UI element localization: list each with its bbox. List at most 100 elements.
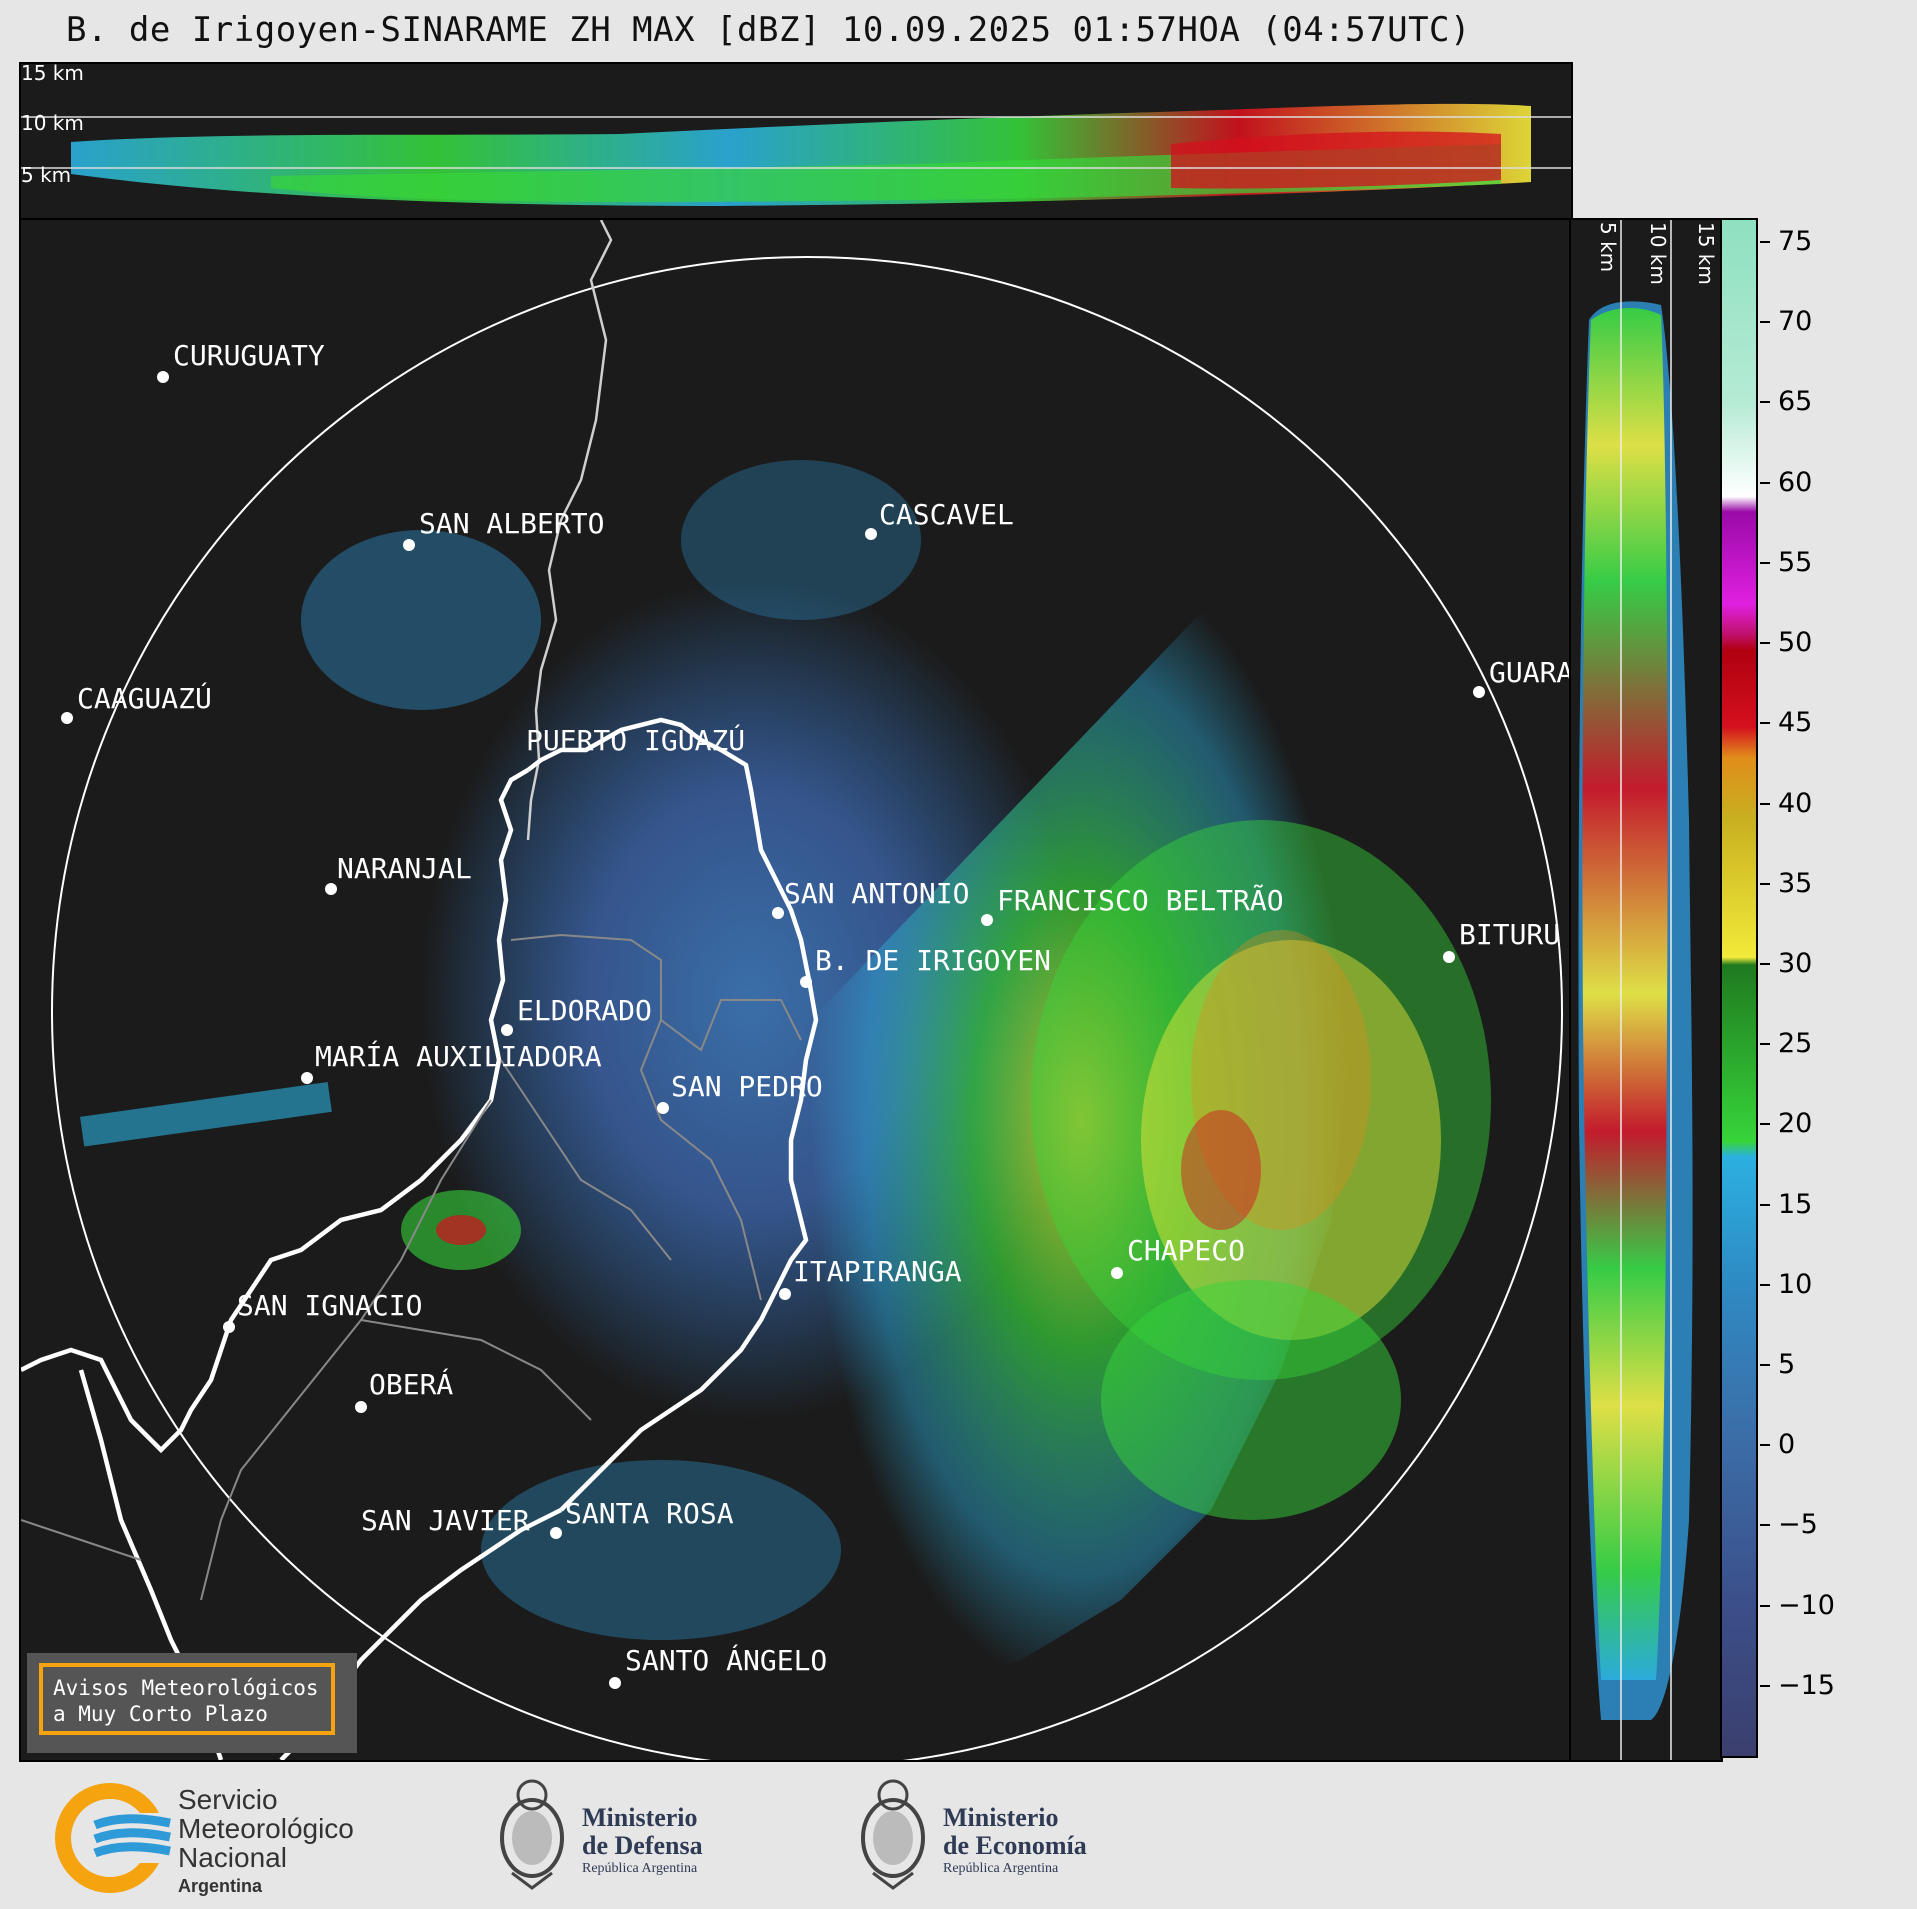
west-echo-streak — [80, 1082, 332, 1147]
colorbar-tick — [1760, 481, 1770, 484]
city-label-b-de-irigoyen: B. DE IRIGOYEN — [815, 944, 1051, 977]
colorbar-tick — [1760, 241, 1770, 244]
side-cross-section: 5 km 10 km 15 km — [1569, 218, 1723, 1762]
colorbar-tick — [1760, 722, 1770, 725]
colorbar-tick-label: 75 — [1778, 226, 1813, 258]
colorbar-tick — [1760, 802, 1770, 805]
colorbar-tick — [1760, 1123, 1770, 1126]
side-height-label-15: 15 km — [1694, 222, 1718, 285]
city-label-naranjal: NARANJAL — [337, 852, 472, 885]
colorbar-tick — [1760, 1684, 1770, 1687]
colorbar-tick — [1760, 1524, 1770, 1527]
city-label-itapiranga: ITAPIRANGA — [793, 1255, 962, 1288]
city-label-chapeco: CHAPECO — [1127, 1234, 1245, 1267]
defensa-line-3: República Argentina — [582, 1861, 698, 1876]
city-markers — [61, 371, 1485, 1689]
top-cross-section-plot: 15 km 10 km 5 km — [21, 64, 1571, 206]
colorbar-tick-label: 35 — [1778, 867, 1813, 899]
colorbar-tick — [1760, 1043, 1770, 1046]
colorbar-tick-label: 25 — [1778, 1028, 1813, 1060]
city-label-maria-auxiliadora: MARÍA AUXILIADORA — [315, 1039, 602, 1073]
height-label-15: 15 km — [21, 64, 84, 85]
south-echo — [481, 1460, 841, 1640]
colorbar-tick-label: 65 — [1778, 386, 1813, 418]
notice-line-2: a Muy Corto Plazo — [53, 1702, 268, 1726]
northwest-echo — [301, 530, 541, 710]
colorbar-tick — [1760, 1203, 1770, 1206]
city-label-bituru: BITURU — [1459, 918, 1560, 951]
west-echo-core — [436, 1215, 486, 1245]
smn-logo-icon — [55, 1783, 175, 1893]
colorbar-tick-label: 15 — [1778, 1188, 1813, 1220]
colorbar-tick-label: 20 — [1778, 1108, 1813, 1140]
colorbar — [1720, 218, 1758, 1758]
smn-line-1: Servicio — [178, 1784, 278, 1815]
city-label-puerto-iguazu: PUERTO IGUAZÚ — [526, 723, 745, 757]
colorbar-tick-label: 0 — [1778, 1429, 1796, 1461]
smn-line-3: Nacional — [178, 1842, 287, 1873]
side-echo-core — [1582, 308, 1668, 1680]
east-echo-yellow — [1141, 940, 1441, 1340]
height-label-10: 10 km — [21, 111, 84, 135]
range-ring — [51, 256, 1563, 1760]
east-echo-orange — [1191, 930, 1371, 1230]
side-height-label-10: 10 km — [1646, 222, 1670, 285]
notice-line-1: Avisos Meteorológicos — [53, 1676, 319, 1700]
colorbar-tick-label: 55 — [1778, 546, 1813, 578]
city-label-san-pedro: SAN PEDRO — [671, 1070, 823, 1103]
top-cross-section: 15 km 10 km 5 km — [19, 62, 1573, 220]
radar-map-plot: CURUGUATY SAN ALBERTO CASCAVEL CAAGUAZÚ … — [21, 220, 1571, 1760]
city-label-obera: OBERÁ — [369, 1367, 453, 1401]
defensa-seal-icon — [500, 1779, 564, 1890]
colorbar-tick — [1760, 321, 1770, 324]
defensa-line-1: Ministerio — [582, 1803, 698, 1832]
north-echo — [681, 460, 921, 620]
colorbar-tick — [1760, 642, 1770, 645]
colorbar-tick-label: 45 — [1778, 707, 1813, 739]
city-label-santa-rosa: SANTA ROSA — [565, 1497, 734, 1530]
colorbar-tick — [1760, 1604, 1770, 1607]
east-echo-green — [1031, 820, 1491, 1380]
colorbar-tick-label: 50 — [1778, 627, 1813, 659]
east-echo-red — [1181, 1110, 1261, 1230]
colorbar-tick — [1760, 1363, 1770, 1366]
colorbar-tick-label: 30 — [1778, 947, 1813, 979]
economia-seal-icon — [861, 1779, 925, 1890]
city-label-cascavel: CASCAVEL — [879, 498, 1014, 531]
economia-line-2: de Economía — [943, 1831, 1087, 1860]
city-label-francisco-beltrao: FRANCISCO BELTRÃO — [997, 884, 1284, 917]
colorbar-tick-label: 60 — [1778, 466, 1813, 498]
height-label-5: 5 km — [21, 163, 71, 187]
side-cross-section-plot: 5 km 10 km 15 km — [1578, 220, 1718, 1760]
city-label-san-antonio: SAN ANTONIO — [784, 877, 969, 910]
top-echo-red — [1171, 131, 1501, 189]
colorbar-tick-label: 10 — [1778, 1268, 1813, 1300]
smn-logo-text: Servicio Meteorológico Nacional Argentin… — [178, 1785, 354, 1901]
city-label-san-alberto: SAN ALBERTO — [419, 507, 604, 540]
colorbar-tick — [1760, 882, 1770, 885]
city-label-guara: GUARA — [1489, 656, 1571, 689]
defensa-line-2: de Defensa — [582, 1831, 703, 1860]
map-title: B. de Irigoyen-SINARAME ZH MAX [dBZ] 10.… — [66, 10, 1471, 50]
city-label-san-ignacio: SAN IGNACIO — [237, 1289, 422, 1322]
colorbar-tick-label: 70 — [1778, 306, 1813, 338]
southeast-echo — [1101, 1280, 1401, 1520]
notice-box: Avisos Meteorológicos a Muy Corto Plazo — [27, 1653, 357, 1753]
colorbar-tick-label: −10 — [1778, 1589, 1835, 1621]
city-label-curuguaty: CURUGUATY — [173, 339, 325, 372]
city-label-caaguazu: CAAGUAZÚ — [77, 681, 212, 715]
economia-line-3: República Argentina — [943, 1861, 1059, 1876]
colorbar-tick-label: −5 — [1778, 1509, 1818, 1541]
colorbar-tick — [1760, 561, 1770, 564]
river-border-west — [21, 768, 530, 1454]
border-line-north — [526, 220, 613, 841]
colorbar-tick — [1760, 962, 1770, 965]
smn-line-4: Argentina — [178, 1876, 263, 1896]
river-border-east — [526, 717, 819, 1512]
colorbar-tick — [1760, 1283, 1770, 1286]
colorbar-tick — [1760, 401, 1770, 404]
city-label-san-javier: SAN JAVIER — [361, 1504, 530, 1537]
radar-map: CURUGUATY SAN ALBERTO CASCAVEL CAAGUAZÚ … — [19, 218, 1573, 1762]
province-borders — [21, 933, 802, 1601]
colorbar-tick-label: −15 — [1778, 1669, 1835, 1701]
